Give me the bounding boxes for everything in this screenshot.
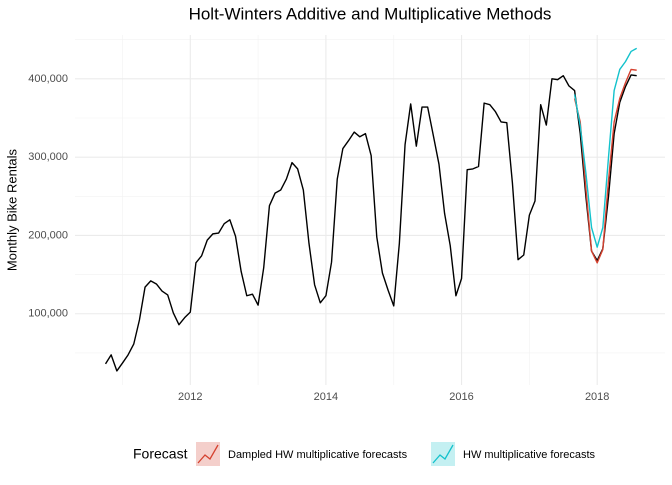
- legend-label: Dampled HW multiplicative forecasts: [228, 449, 408, 461]
- x-tick-label: 2014: [314, 391, 338, 403]
- legend-title: Forecast: [133, 446, 188, 462]
- line-series: [104, 74, 637, 372]
- x-tick-label: 2018: [585, 391, 609, 403]
- y-tick-label: 200,000: [28, 229, 68, 241]
- line-series: [573, 68, 637, 264]
- legend-key: [432, 444, 454, 464]
- legend-key-bg: [431, 442, 455, 466]
- line-series: [573, 47, 638, 248]
- y-tick-label: 400,000: [28, 73, 68, 85]
- marks: [104, 47, 638, 372]
- legend-key-bg: [196, 442, 220, 466]
- y-tick-label: 100,000: [28, 308, 68, 320]
- chart-title: Holt-Winters Additive and Multiplicative…: [189, 4, 552, 23]
- x-tick-label: 2016: [449, 391, 473, 403]
- legend-label: HW multiplicative forecasts: [463, 449, 596, 461]
- y-tick-label: 300,000: [28, 151, 68, 163]
- x-tick-label: 2012: [178, 391, 202, 403]
- legend-key: [197, 444, 219, 464]
- grid: 2012 2014 2016 2018 100,000 200,000 300,000 400…: [28, 35, 665, 403]
- y-axis-label: Monthly Bike Rentals: [4, 148, 19, 271]
- legend: Forecast Dampled HW multiplicative foreca…: [133, 442, 596, 466]
